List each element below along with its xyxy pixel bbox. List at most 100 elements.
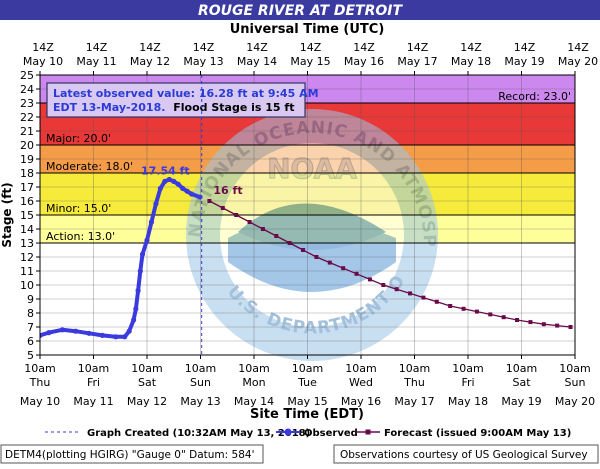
y-tick-label: 19 [20,153,34,166]
forecast-point [327,260,332,265]
forecast-point [207,199,212,203]
forecast-point [381,283,386,287]
x-tick-time: 10am [131,362,162,375]
utc-tick-time: 14Z [139,41,161,54]
forecast-point [220,206,225,210]
legend-forecast-label: Forecast (issued 9:00AM May 13) [384,428,571,439]
utc-tick-time: 14Z [567,41,589,54]
x-tick-time: 10am [238,362,269,375]
forecast-point [501,315,506,320]
forecast-point [341,266,346,271]
utc-tick-date: May 10 [23,55,63,68]
x-tick-time: 10am [24,362,55,375]
x-tick-date: May 15 [287,395,327,408]
y-tick-label: 12 [20,251,34,264]
y-tick-label: 17 [20,181,34,194]
utc-tick-date: May 13 [183,55,223,68]
x-tick-time: 10am [559,362,590,375]
x-tick-date: May 18 [448,395,488,408]
forecast-line [209,200,571,328]
utc-axis-title: Universal Time (UTC) [230,22,385,37]
record-label: Record: 23.0' [498,90,571,103]
credit-text: Observations courtesy of US Geological S… [340,449,588,461]
observed-point [153,201,159,207]
observed-point [113,334,119,340]
y-tick-label: 15 [20,209,34,222]
x-tick-time: 10am [345,362,376,375]
utc-tick-date: May 15 [290,55,330,68]
forecast-point [488,312,493,317]
forecast-point [515,318,520,322]
forecast-point [568,325,573,329]
forecast-point [354,271,359,276]
utc-tick-time: 14Z [246,41,268,54]
legend-observed-marker [284,428,292,436]
forecast-point [247,220,252,224]
major-label: Major: 20.0' [46,132,111,145]
forecast-point [301,248,306,252]
observed-point [184,188,190,194]
y-tick-label: 22 [20,111,34,124]
observed-point [86,330,92,336]
forecast-point [528,320,533,325]
observed-point [59,327,65,333]
y-tick-label: 5 [27,349,34,362]
forecast-point [408,291,413,296]
observed-point [122,334,128,340]
observed-point [180,185,186,191]
watermark-logo-text: NOAA [267,152,357,185]
x-axis-title: Site Time (EDT) [250,407,364,422]
x-tick-day: Mon [242,376,265,389]
x-tick-date: May 16 [341,395,381,408]
datum-box [0,444,264,464]
utc-tick-time: 14Z [32,41,54,54]
forecast-point [461,306,466,311]
action-label: Action: 13.0' [46,230,115,243]
x-tick-time: 10am [399,362,430,375]
series-annotations: 17.54 ft 16 ft [141,164,243,197]
latest-value-line1: Latest observed value: 16.28 ft at 9:45 … [53,87,319,100]
forecast-point [448,304,453,308]
x-tick-time: 10am [292,362,323,375]
y-tick-label: 18 [20,167,34,180]
forecast-point [474,309,479,314]
observed-point [171,178,177,184]
data-series [40,176,573,340]
x-tick-day: Fri [461,376,474,389]
forecast-point [274,234,279,238]
x-tick-day: Fri [87,376,100,389]
x-tick-date: May 19 [501,395,541,408]
forecast-point [314,255,319,259]
chart-title: ROUGE RIVER AT DETROIT [198,3,404,19]
legend-forecast-marker [365,429,371,435]
observed-point [197,194,203,200]
y-tick-label: 13 [20,237,34,250]
x-tick-date: May 14 [234,395,274,408]
legend-created-label: Graph Created (10:32AM May 13, 2018) [87,428,310,439]
utc-tick-time: 14Z [300,41,322,54]
flood-category-labels: Record: 23.0' Major: 20.0' Moderate: 18.0'… [46,90,571,243]
utc-tick-time: 14Z [460,41,482,54]
observed-point [137,268,143,274]
x-tick-time: 10am [185,362,216,375]
forecast-point [421,295,426,300]
x-tick-day: Sun [190,376,211,389]
y-tick-label: 11 [20,265,34,278]
y-tick-label: 24 [20,83,34,96]
utc-tick-time: 14Z [86,41,108,54]
y-tick-label: 21 [20,125,34,138]
observed-point [148,219,155,225]
x-tick-day: Wed [349,376,373,389]
datum-text: DETM4(plotting HGIRG) "Gauge 0" Datum: 5… [5,449,254,461]
x-tick-date: May 20 [555,395,595,408]
x-tick-date: May 13 [180,395,220,408]
x-tick-day: Sat [138,376,157,389]
y-tick-label: 25 [20,69,34,82]
x-tick-day: Sun [565,376,586,389]
y-tick-label: 7 [27,321,34,334]
y-tick-label: 9 [27,293,34,306]
y-tick-label: 10 [20,279,34,292]
